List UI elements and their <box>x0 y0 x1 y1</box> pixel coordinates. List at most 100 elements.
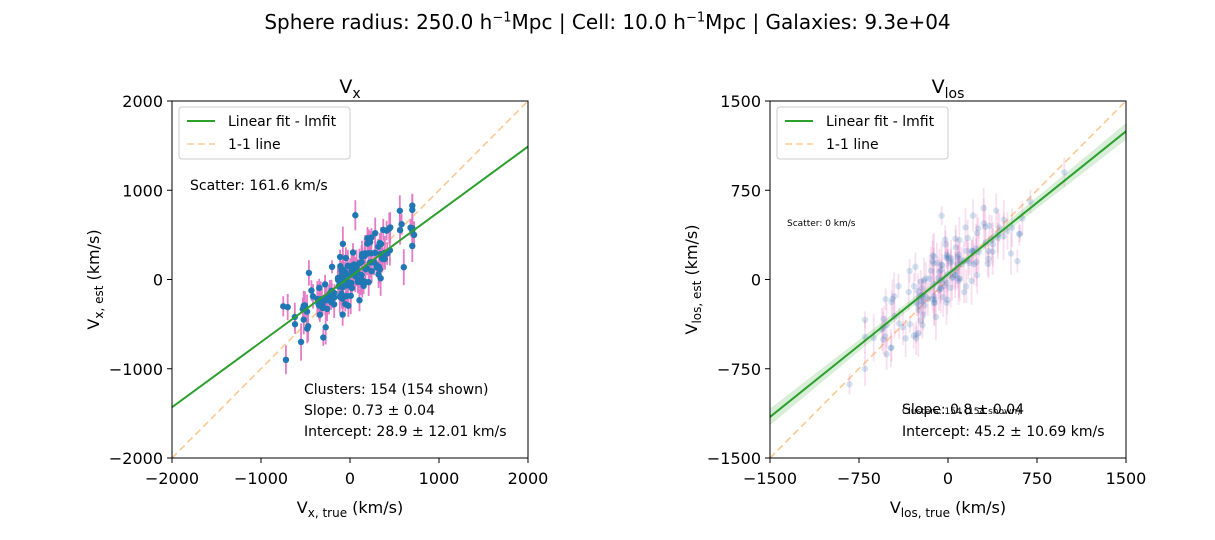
data-point <box>929 252 937 259</box>
data-point <box>944 253 952 260</box>
data-point <box>284 303 291 311</box>
data-point <box>846 381 853 388</box>
data-point <box>910 283 918 290</box>
data-point <box>963 247 970 255</box>
data-point <box>932 313 940 321</box>
data-point <box>322 324 329 331</box>
data-point <box>975 225 982 232</box>
data-point <box>1008 224 1016 231</box>
data-point <box>356 297 363 304</box>
data-point <box>955 275 962 282</box>
one-to-one-line <box>172 101 528 458</box>
data-point <box>926 275 933 282</box>
data-point <box>947 255 955 262</box>
suptitle-part-2: Mpc | Cell: 10.0 h <box>511 10 686 34</box>
data-point <box>973 229 981 237</box>
data-point <box>944 296 951 304</box>
data-point <box>1000 216 1008 223</box>
data-point <box>890 293 898 300</box>
data-point <box>902 335 909 342</box>
x-tick-label: −2000 <box>145 469 199 488</box>
data-point <box>933 259 941 267</box>
y-tick-label: 2000 <box>122 92 163 111</box>
data-point <box>906 267 913 275</box>
data-point <box>989 241 997 248</box>
data-point <box>947 260 954 267</box>
data-point <box>398 220 405 228</box>
data-point <box>300 302 307 310</box>
data-point <box>930 260 937 267</box>
x-axis-label: Vx, true (km/s) <box>297 498 403 520</box>
data-point <box>989 248 996 255</box>
data-point <box>342 254 350 262</box>
data-point <box>888 344 895 351</box>
data-point <box>409 242 416 250</box>
data-point <box>919 311 927 318</box>
data-point <box>920 277 928 284</box>
data-point <box>927 267 935 274</box>
data-point <box>949 273 957 281</box>
stats-intercept: Intercept: 45.2 ± 10.69 km/s <box>902 424 1105 440</box>
data-point <box>300 316 307 323</box>
chart-panel-1: −2000 −1000 0 1000 2000 −2000 −1000 0 1000 2000 Vx… <box>84 76 548 520</box>
y-tick-label: 1000 <box>122 181 163 200</box>
stats-intercept: Intercept: 28.9 ± 12.01 km/s <box>304 424 507 440</box>
data-point <box>320 334 327 341</box>
data-point <box>348 284 356 292</box>
data-point <box>1016 231 1023 238</box>
data-point <box>984 260 991 268</box>
data-point <box>1014 257 1021 265</box>
legend-one-to-one-label: 1-1 line <box>228 137 281 153</box>
y-tick-label: 1500 <box>720 92 761 111</box>
data-point <box>936 268 943 275</box>
legend-one-to-one-label: 1-1 line <box>826 137 879 153</box>
data-point <box>947 258 955 265</box>
data-point <box>1061 169 1068 176</box>
data-point <box>1004 227 1011 235</box>
data-point <box>985 255 992 263</box>
data-point <box>951 271 959 278</box>
one-to-one-line <box>770 101 1126 458</box>
x-tick-label: 1500 <box>1106 469 1147 488</box>
data-point <box>1007 250 1015 257</box>
data-point <box>955 277 962 285</box>
data-point <box>960 288 968 296</box>
data-point <box>882 296 889 303</box>
data-point <box>943 279 951 287</box>
suptitle-part-1: Sphere radius: 250.0 h <box>264 10 493 34</box>
data-point <box>937 285 944 292</box>
stats-slope: Slope: 0.73 ± 0.04 <box>304 403 435 419</box>
data-point <box>968 247 976 254</box>
x-tick-label: −1000 <box>234 469 288 488</box>
data-point <box>943 254 950 261</box>
data-point <box>970 261 978 268</box>
data-point <box>334 274 342 282</box>
data-point <box>952 235 959 242</box>
data-point <box>966 259 973 267</box>
data-point <box>905 288 912 296</box>
data-point <box>861 316 869 324</box>
data-point <box>308 287 315 294</box>
y-axis-label: Vlos, est (km/s) <box>682 224 704 334</box>
data-point <box>940 293 947 301</box>
data-point <box>938 261 945 268</box>
data-point <box>980 204 987 212</box>
data-point <box>954 253 961 261</box>
data-point <box>942 236 949 243</box>
data-point <box>910 332 917 339</box>
data-point <box>341 269 348 277</box>
data-point <box>316 284 323 292</box>
data-point <box>938 266 945 273</box>
plot-area <box>172 101 528 458</box>
data-point <box>888 298 895 306</box>
data-point <box>372 249 379 257</box>
data-point <box>956 255 963 263</box>
data-point <box>372 229 379 237</box>
data-point <box>328 263 336 271</box>
x-tick-label: 2000 <box>508 469 549 488</box>
data-point <box>929 295 936 302</box>
data-point <box>352 212 359 219</box>
data-point <box>356 276 364 284</box>
data-point <box>941 282 948 290</box>
data-point <box>938 261 946 269</box>
